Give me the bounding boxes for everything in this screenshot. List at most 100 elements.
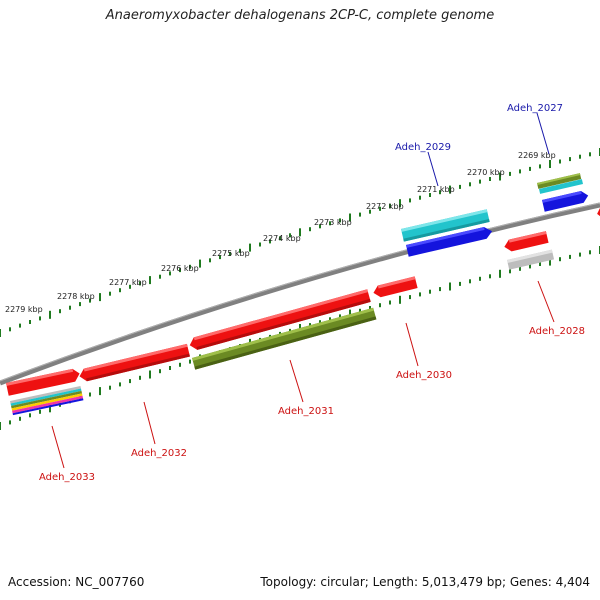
gene-adeh-2032-red[interactable] [78, 343, 190, 383]
minor-tick [369, 209, 371, 214]
minor-tick [529, 264, 531, 269]
gene-adeh-2027-olive[interactable] [537, 173, 582, 189]
gene-adeh-2031-red[interactable] [188, 289, 371, 351]
gene-label-adeh-2028[interactable]: Adeh_2028 [529, 326, 585, 337]
minor-tick [379, 303, 381, 308]
gene-adeh-2027-cyan[interactable] [539, 179, 583, 194]
genome-summary-text: Topology: circular; Length: 5,013,479 bp… [260, 575, 590, 589]
minor-tick [319, 320, 321, 325]
minor-tick [19, 323, 21, 328]
minor-tick [519, 169, 521, 174]
minor-tick [219, 255, 221, 260]
minor-tick [89, 298, 91, 303]
minor-tick [529, 166, 531, 171]
minor-tick [319, 224, 321, 229]
minor-tick [159, 369, 161, 374]
gene-adeh-2033-stack[interactable] [10, 386, 84, 416]
minor-tick [579, 252, 581, 257]
minor-tick [479, 276, 481, 281]
major-tick [0, 329, 1, 337]
major-tick [99, 387, 101, 396]
minor-tick [419, 292, 421, 297]
minor-tick [409, 198, 411, 203]
gene-labels: Adeh_2027 Adeh_2029 Adeh_2028 Adeh_2030 … [39, 103, 585, 483]
minor-tick [139, 281, 141, 286]
minor-tick [169, 271, 171, 276]
minor-tick [9, 327, 11, 332]
minor-tick [369, 306, 371, 310]
major-tick [349, 309, 351, 318]
kbp-label: 2273 kbp [314, 218, 352, 227]
minor-tick [89, 392, 91, 397]
minor-tick [559, 257, 561, 262]
upper-tick-track [0, 148, 600, 337]
gene-adeh-2033-red[interactable] [6, 368, 81, 396]
minor-tick [269, 239, 271, 244]
major-tick [149, 276, 151, 285]
kbp-label-group: 2279 kbp 2278 kbp 2277 kbp 2276 kbp 2275 kbp… [5, 151, 556, 314]
minor-tick [569, 157, 571, 162]
minor-tick [589, 152, 591, 157]
minor-tick [539, 164, 541, 169]
kbp-label: 2276 kbp [161, 264, 199, 273]
minor-tick [389, 204, 391, 208]
major-tick [449, 282, 451, 291]
gene-adeh-2029-blue[interactable] [406, 225, 493, 257]
minor-tick [69, 305, 71, 310]
minor-tick [559, 159, 561, 164]
major-tick [399, 199, 401, 208]
gene-adeh-2028-red[interactable] [503, 231, 549, 253]
major-tick [199, 259, 201, 268]
major-tick [49, 404, 51, 413]
minor-tick [309, 227, 311, 232]
gene-adeh-2030-red[interactable] [372, 276, 418, 298]
minor-tick [509, 269, 511, 274]
gene-label-adeh-2027[interactable]: Adeh_2027 [507, 103, 563, 114]
minor-tick [189, 359, 191, 364]
gene-adeh-2029-cyan[interactable] [401, 209, 490, 242]
gene-label-adeh-2029[interactable]: Adeh_2029 [395, 142, 451, 153]
major-tick [399, 295, 401, 304]
gene-label-adeh-2032[interactable]: Adeh_2032 [131, 448, 187, 459]
kbp-label: 2274 kbp [263, 234, 301, 243]
accession-text: Accession: NC_007760 [8, 575, 145, 589]
major-tick [499, 269, 501, 278]
gene-adeh-2027-blue[interactable] [542, 190, 590, 212]
minor-tick [569, 254, 571, 259]
minor-tick [589, 250, 591, 255]
minor-tick [179, 362, 181, 367]
minor-tick [329, 221, 331, 226]
gene-adeh-2031-olive[interactable] [192, 307, 377, 370]
minor-tick [159, 274, 161, 279]
genome-backbone [0, 202, 600, 386]
genome-backbone-highlight [0, 202, 600, 382]
gene-features [6, 173, 600, 416]
minor-tick [439, 287, 441, 292]
minor-tick [119, 382, 121, 387]
major-tick [299, 228, 301, 237]
kbp-label: 2277 kbp [109, 278, 147, 287]
major-tick [99, 293, 101, 302]
minor-tick [519, 266, 521, 271]
minor-tick [229, 251, 231, 256]
minor-tick [169, 366, 171, 370]
minor-tick [179, 268, 181, 273]
gene-label-connectors [51, 112, 555, 469]
minor-tick [209, 258, 211, 263]
gene-adeh-2028-grey[interactable] [507, 249, 555, 270]
minor-tick [339, 314, 341, 319]
minor-tick [29, 413, 31, 418]
minor-tick [459, 281, 461, 286]
minor-tick [119, 288, 121, 293]
minor-tick [379, 206, 381, 211]
minor-tick [39, 409, 41, 414]
gene-label-adeh-2030[interactable]: Adeh_2030 [396, 370, 452, 381]
kbp-label: 2275 kbp [212, 249, 250, 258]
minor-tick [419, 195, 421, 200]
minor-tick [469, 182, 471, 187]
gene-label-adeh-2033[interactable]: Adeh_2033 [39, 472, 95, 483]
major-tick [499, 172, 501, 181]
gene-label-adeh-2031[interactable]: Adeh_2031 [278, 406, 334, 417]
minor-tick [509, 171, 511, 176]
